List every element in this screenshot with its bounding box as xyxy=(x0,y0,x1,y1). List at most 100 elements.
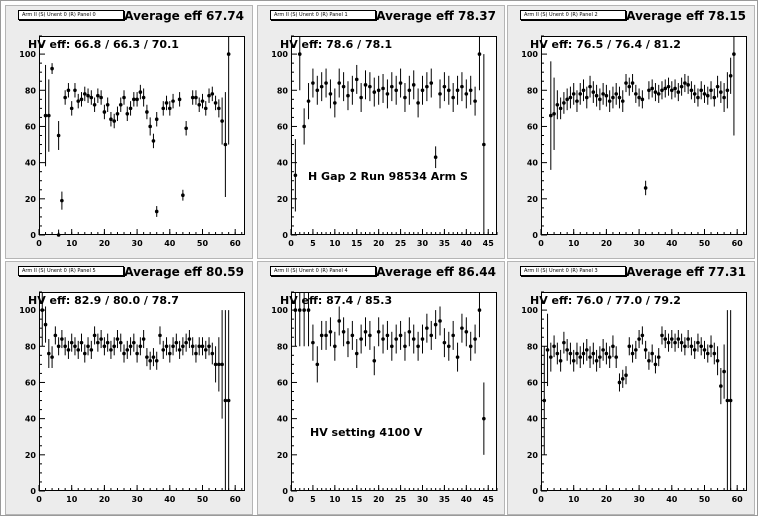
data-point xyxy=(171,99,175,103)
data-point xyxy=(118,340,123,345)
data-point xyxy=(614,355,619,359)
data-point xyxy=(141,337,146,341)
data-point xyxy=(293,173,298,178)
data-point xyxy=(549,355,553,359)
plot-frame xyxy=(541,292,747,491)
data-point xyxy=(319,333,324,338)
data-point xyxy=(588,84,592,89)
data-point xyxy=(333,101,337,105)
data-point xyxy=(696,340,700,345)
data-point xyxy=(656,92,661,96)
data-point xyxy=(324,81,328,85)
y-tick-label: 80 xyxy=(25,86,37,95)
data-point xyxy=(200,99,205,103)
data-point xyxy=(568,351,573,356)
data-point xyxy=(319,84,324,89)
y-tick-label: 60 xyxy=(25,378,37,387)
y-tick-label: 80 xyxy=(277,86,289,95)
data-point xyxy=(311,81,315,85)
plot-frame xyxy=(291,36,497,235)
x-tick-label: 60 xyxy=(732,495,744,504)
data-point xyxy=(634,92,638,96)
y-tick-label: 40 xyxy=(277,159,289,168)
x-tick-label: 10 xyxy=(329,495,341,504)
average-efficiency: Average eff 67.74 xyxy=(124,9,244,23)
data-point xyxy=(591,351,596,356)
data-point xyxy=(584,348,589,352)
data-point xyxy=(350,88,355,93)
y-tick-label: 100 xyxy=(521,306,538,315)
data-point xyxy=(297,52,302,56)
data-point xyxy=(302,308,306,312)
data-point xyxy=(354,77,359,82)
data-point xyxy=(477,308,482,312)
x-tick-label: 0 xyxy=(538,239,544,248)
hv-efficiency: HV eff: 87.4 / 85.3 xyxy=(280,294,393,307)
data-point xyxy=(381,337,385,341)
data-point xyxy=(482,416,486,421)
data-point xyxy=(562,101,566,105)
data-point xyxy=(333,344,337,349)
data-point xyxy=(411,83,416,87)
data-point xyxy=(715,358,720,363)
data-point xyxy=(468,88,473,93)
y-tick-label: 100 xyxy=(271,306,288,315)
data-point xyxy=(416,344,420,349)
data-point xyxy=(464,92,469,96)
data-point xyxy=(578,92,583,96)
data-point xyxy=(643,186,648,190)
y-tick-label: 0 xyxy=(532,487,538,496)
x-tick-label: 40 xyxy=(461,239,473,248)
data-point xyxy=(161,106,166,111)
panel-title: Arm II (S) Unent 0 (R) Panel 3 xyxy=(520,266,626,276)
x-tick-label: 40 xyxy=(164,495,176,504)
x-tick-label: 15 xyxy=(351,495,363,504)
x-tick-label: 50 xyxy=(699,495,711,504)
data-point xyxy=(293,308,298,312)
data-point xyxy=(359,95,363,100)
data-point xyxy=(666,84,671,89)
data-point xyxy=(686,337,690,341)
data-point xyxy=(368,84,372,89)
x-tick-label: 60 xyxy=(732,239,744,248)
data-point xyxy=(105,102,110,107)
data-point xyxy=(611,344,615,349)
data-point xyxy=(728,398,733,403)
data-point xyxy=(341,330,346,334)
data-point xyxy=(311,340,315,345)
data-point xyxy=(337,319,342,323)
data-point xyxy=(630,81,635,85)
data-point xyxy=(154,358,159,363)
data-point xyxy=(669,337,674,341)
average-efficiency: Average eff 78.37 xyxy=(376,9,496,23)
data-point xyxy=(148,358,152,363)
x-tick-label: 50 xyxy=(699,239,711,248)
y-tick-label: 20 xyxy=(25,195,37,204)
panel-3: Arm II (S) Unent 0 (R) Panel 5 Average e… xyxy=(5,261,253,515)
x-tick-label: 50 xyxy=(197,239,209,248)
data-point xyxy=(647,358,651,363)
data-point xyxy=(705,351,710,356)
y-tick-label: 100 xyxy=(19,306,36,315)
data-point xyxy=(666,340,671,345)
hv-setting-annotation: HV setting 4100 V xyxy=(310,426,423,439)
y-tick-label: 40 xyxy=(25,415,37,424)
data-point xyxy=(545,348,550,352)
data-point xyxy=(594,358,599,363)
data-point xyxy=(220,362,224,367)
data-point xyxy=(141,95,146,100)
data-point xyxy=(76,99,81,103)
data-point xyxy=(425,84,429,89)
data-point xyxy=(385,92,390,96)
data-point xyxy=(568,95,573,100)
data-point xyxy=(728,74,733,78)
data-point xyxy=(656,355,661,359)
data-point xyxy=(571,92,576,96)
data-point xyxy=(105,340,110,345)
x-tick-label: 25 xyxy=(395,495,407,504)
y-tick-label: 80 xyxy=(25,342,37,351)
data-point xyxy=(350,333,355,338)
data-point xyxy=(184,126,188,131)
data-point xyxy=(177,97,182,102)
x-tick-label: 0 xyxy=(288,239,294,248)
